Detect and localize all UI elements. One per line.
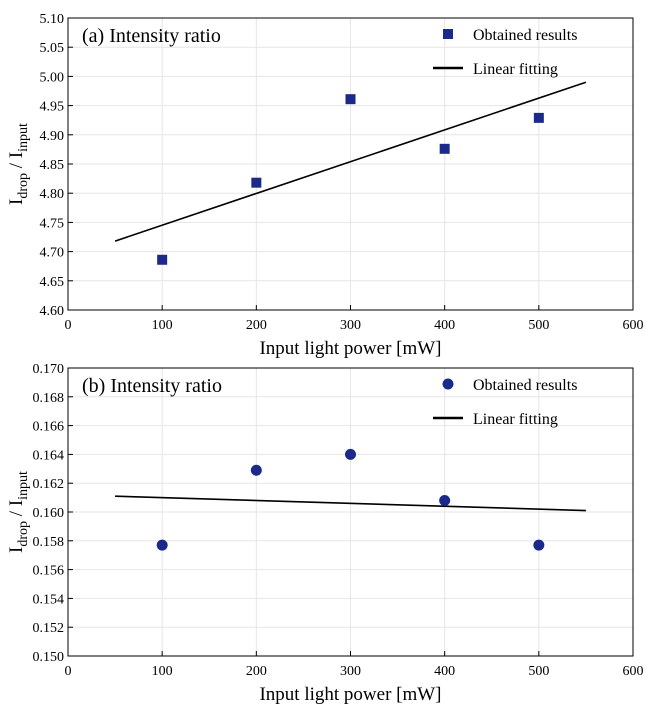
chart-b-y-axis-label-main: I xyxy=(6,547,27,553)
chart-a-y-tick-label: 4.90 xyxy=(40,129,65,144)
chart-b-x-tick-label: 200 xyxy=(246,664,267,679)
chart-a-y-tick-label: 4.85 xyxy=(40,158,65,173)
chart-b: 0 100 200 300 400 500 600 0.150 0.152 0.154 0.156 0… xyxy=(6,362,644,705)
chart-a-y-axis-label-sub-input: input xyxy=(16,123,31,152)
chart-b-legend-label-results: Obtained results xyxy=(473,377,577,394)
chart-a-x-tick-label: 500 xyxy=(528,318,549,333)
chart-a-y-tick-label: 5.10 xyxy=(40,12,65,27)
chart-b-y-tick-label: 0.160 xyxy=(33,506,65,521)
chart-a-point xyxy=(345,94,356,105)
chart-a-y-tick-label: 4.95 xyxy=(40,100,65,115)
chart-b-y-axis-label-sub-drop: drop xyxy=(16,521,31,547)
chart-a-x-tick-label: 300 xyxy=(340,318,361,333)
chart-b-y-axis-label-sep: / I xyxy=(6,500,27,521)
chart-a-x-tick-label: 0 xyxy=(65,318,72,333)
chart-a-y-tick-label: 4.65 xyxy=(40,275,65,290)
chart-a-fit-line xyxy=(114,81,587,242)
chart-b-point xyxy=(250,464,262,476)
chart-b-legend-marker xyxy=(442,378,454,390)
chart-a-title: (a) Intensity ratio xyxy=(82,25,221,47)
chart-a-x-tick-label: 400 xyxy=(434,318,455,333)
chart-b-point xyxy=(345,448,356,460)
chart-b-x-tick-label: 500 xyxy=(528,664,549,679)
chart-b-legend-label-fit: Linear fitting xyxy=(473,411,558,428)
chart-b-y-tick-label: 0.170 xyxy=(33,362,65,377)
chart-a-y-tick-label: 4.75 xyxy=(40,216,65,231)
chart-b-point xyxy=(439,494,451,506)
chart-a-x-tick-label: 600 xyxy=(623,318,644,333)
chart-b-x-tick-label: 0 xyxy=(65,664,72,679)
chart-b-y-axis-label-sub-input: input xyxy=(16,471,31,500)
chart-b-y-tick-label: 0.158 xyxy=(33,535,65,550)
chart-a-x-axis-label: Input light power [mW] xyxy=(259,338,441,359)
chart-b-x-axis-label: Input light power [mW] xyxy=(259,684,441,705)
chart-a-legend-marker xyxy=(443,29,453,39)
chart-b-x-tick-label: 400 xyxy=(434,664,455,679)
chart-b-title: (b) Intensity ratio xyxy=(82,375,222,397)
chart-a-y-axis-label: Idrop / Iinput xyxy=(6,123,31,205)
chart-a-y-tick-label: 5.00 xyxy=(40,70,65,85)
chart-b-y-tick-label: 0.150 xyxy=(33,650,65,665)
chart-a-point xyxy=(251,177,262,188)
chart-b-y-tick-label: 0.154 xyxy=(33,592,65,607)
chart-b-y-tick-label: 0.162 xyxy=(33,477,65,492)
chart-b-y-tick-label: 0.168 xyxy=(33,391,65,406)
chart-a-x-tick-label: 200 xyxy=(246,318,267,333)
chart-a-legend-label-fit: Linear fitting xyxy=(473,61,558,78)
chart-a-y-tick-label: 4.60 xyxy=(40,304,65,319)
chart-a-y-tick-label: 4.70 xyxy=(40,246,65,261)
chart-b-x-tick-label: 600 xyxy=(623,664,644,679)
chart-b-point xyxy=(156,539,168,551)
chart-a-x-tick-label: 100 xyxy=(152,318,173,333)
chart-b-y-tick-label: 0.152 xyxy=(33,621,65,636)
chart-a-point xyxy=(533,112,544,123)
chart-a-y-tick-label: 5.05 xyxy=(40,41,65,56)
chart-b-point xyxy=(533,539,545,551)
chart-a-y-axis-label-sub-drop: drop xyxy=(16,173,31,199)
chart-b-y-tick-label: 0.164 xyxy=(33,448,65,463)
chart-a-legend-label-results: Obtained results xyxy=(473,27,577,44)
chart-b-y-tick-label: 0.156 xyxy=(33,564,65,579)
chart-a-y-tick-label: 4.80 xyxy=(40,187,65,202)
chart-a-y-axis-label-main: I xyxy=(6,199,27,205)
chart-b-y-axis-label: Idrop / Iinput xyxy=(6,471,31,553)
chart-a-point xyxy=(439,143,450,154)
chart-b-x-tick-label: 300 xyxy=(340,664,361,679)
chart-b-fit-line xyxy=(115,495,586,512)
chart-b-x-tick-label: 100 xyxy=(152,664,173,679)
chart-a: 0 100 200 300 400 500 600 4.60 4.65 4.70 4.75 4.80 4… xyxy=(6,12,644,359)
chart-a-y-axis-label-sep: / I xyxy=(6,152,27,173)
chart-a-point xyxy=(157,254,168,265)
chart-b-y-tick-label: 0.166 xyxy=(33,420,65,435)
